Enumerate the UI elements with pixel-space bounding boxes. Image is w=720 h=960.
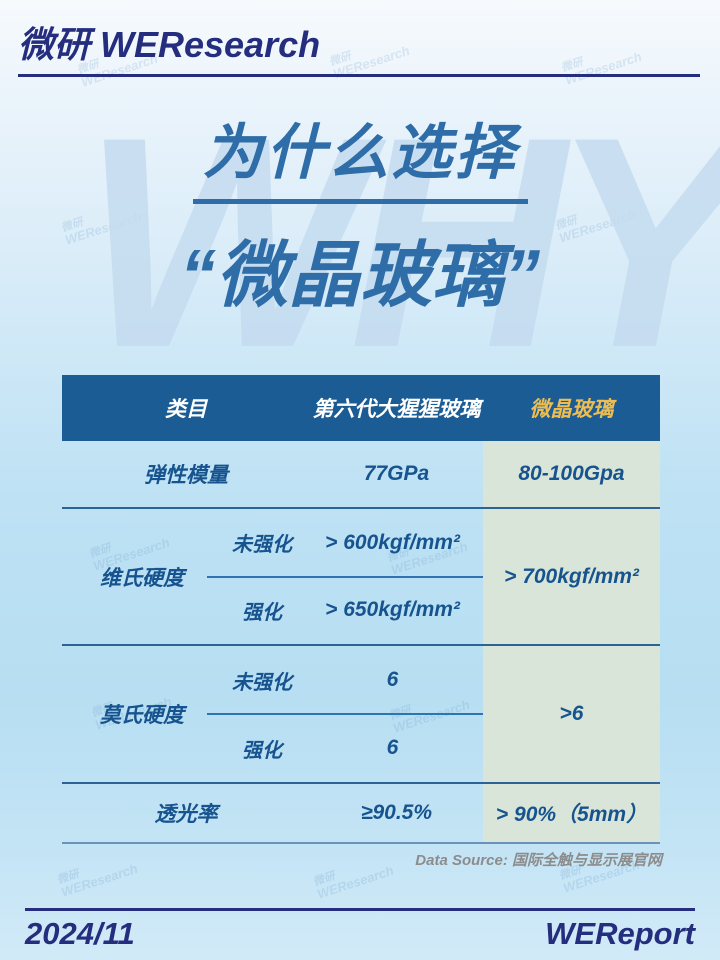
sub-label: 强化: [242, 601, 282, 624]
header: 微研 WEResearch: [18, 16, 700, 77]
gorilla-value: 77GPa: [363, 462, 430, 485]
col-header-category: 类目: [165, 398, 207, 421]
comparison-table: 类目 第六代大猩猩玻璃 微晶玻璃 弹性模量 77GPa 80-100Gpa 维氏…: [62, 375, 660, 844]
sub-label: 强化: [242, 739, 282, 762]
gorilla-value: > 600kgf/mm²: [325, 530, 460, 554]
data-source: Data Source: 国际全触与显示展官网: [415, 852, 662, 869]
sub-label: 未强化: [232, 534, 292, 557]
table-row: 透光率 ≥90.5% > 90%（5mm）: [62, 784, 660, 842]
table-row: 维氏硬度 未强化 > 600kgf/mm² 强化 > 650kgf/mm² > …: [62, 509, 660, 646]
row-label: 弹性模量: [144, 464, 228, 487]
title-line2: “微晶玻璃”: [179, 236, 540, 316]
row-label: 莫氏硬度: [100, 704, 184, 727]
footer-brand: WEReport: [545, 916, 695, 951]
gorilla-value: ≥90.5%: [360, 801, 433, 824]
table-row: 弹性模量 77GPa 80-100Gpa: [62, 441, 660, 509]
col-header-gorilla-glass: 第六代大猩猩玻璃: [312, 398, 481, 421]
sub-divider: [207, 713, 483, 715]
gorilla-value: > 650kgf/mm²: [325, 598, 460, 622]
col-header-micro-crystal-glass: 微晶玻璃: [529, 398, 614, 421]
micro-value: > 700kgf/mm²: [483, 509, 660, 644]
micro-value: > 90%（5mm）: [483, 784, 660, 842]
brand-watermark: 微研 WEResearch: [55, 860, 140, 900]
micro-value: >6: [483, 646, 660, 782]
table-header-row: 类目 第六代大猩猩玻璃 微晶玻璃: [62, 375, 660, 441]
row-label: 透光率: [154, 803, 218, 826]
title-line1: 为什么选择: [192, 104, 528, 204]
brand-logo: 微研 WEResearch: [18, 24, 321, 65]
sub-rows: 未强化 > 600kgf/mm² 强化 > 650kgf/mm²: [207, 509, 483, 644]
footer-date: 2024/11: [25, 916, 135, 951]
table-row: 莫氏硬度 未强化 6 强化 6 >6: [62, 646, 660, 784]
footer: 2024/11 WEReport: [25, 908, 695, 952]
sub-rows: 未强化 6 强化 6: [207, 646, 483, 782]
sub-divider: [207, 575, 483, 578]
brand-watermark: 微研 WEResearch: [311, 862, 396, 902]
sub-label: 未强化: [232, 671, 292, 694]
row-label: 维氏硬度: [100, 566, 184, 590]
page-title: 为什么选择 “微晶玻璃”: [0, 104, 720, 321]
micro-value: 80-100Gpa: [483, 441, 660, 507]
gorilla-value: 6: [386, 668, 399, 691]
gorilla-value: 6: [386, 736, 399, 759]
